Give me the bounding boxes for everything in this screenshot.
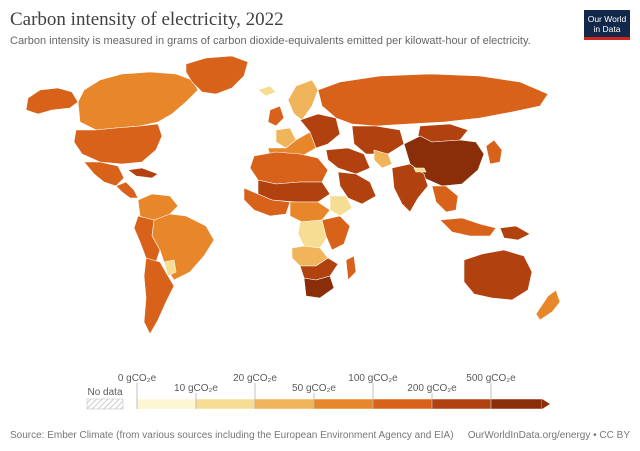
source-note: Source: Ember Climate (from various sour… [10, 430, 454, 441]
region-ethiopia[interactable] [329, 195, 353, 217]
region-southeast-asia[interactable] [431, 185, 459, 213]
region-united-states[interactable] [73, 123, 163, 165]
region-russia[interactable] [317, 73, 549, 127]
legend-swatch [372, 398, 433, 410]
chart-title: Carbon intensity of electricity, 2022 [10, 9, 284, 30]
region-caribbean[interactable] [127, 167, 159, 179]
legend-swatch [431, 398, 492, 410]
logo-line-1: Our World [587, 14, 627, 24]
legend-swatch [254, 398, 315, 410]
region-indonesia[interactable] [439, 217, 497, 237]
region-canada[interactable] [77, 71, 199, 131]
region-greenland[interactable] [185, 55, 249, 95]
region-west-africa[interactable] [243, 187, 291, 217]
region-arabia[interactable] [337, 171, 377, 205]
color-legend: No data 0 gCO₂e 10 gCO₂e 20 gCO₂e 50 gCO₂e 1… [86, 373, 550, 410]
region-south-africa[interactable] [303, 275, 335, 299]
world-map[interactable] [0, 50, 640, 350]
region-eastern-europe[interactable] [299, 113, 341, 149]
region-uk-ireland[interactable] [267, 105, 285, 127]
region-madagascar[interactable] [345, 255, 357, 281]
legend-swatch [313, 398, 374, 410]
no-data-label: No data [87, 387, 122, 398]
region-east-africa[interactable] [321, 215, 351, 251]
legend-label: 0 gCO₂e [118, 373, 157, 384]
owid-logo[interactable]: Our World in Data [584, 10, 630, 40]
legend-label: 200 gCO₂e [407, 383, 457, 394]
region-papua[interactable] [499, 225, 531, 241]
legend-arrow [542, 399, 550, 409]
legend-swatch [490, 398, 543, 410]
region-iceland[interactable] [257, 85, 277, 97]
legend-label: 10 gCO₂e [174, 383, 218, 394]
region-north-africa[interactable] [249, 151, 329, 185]
legend-swatch [195, 398, 256, 410]
region-paraguay[interactable] [163, 259, 177, 277]
region-new-zealand[interactable] [535, 289, 561, 321]
region-central-america[interactable] [115, 181, 139, 199]
credit-link[interactable]: OurWorldInData.org/energy • CC BY [467, 430, 630, 441]
legend-label: 50 gCO₂e [292, 383, 336, 394]
legend-label: 100 gCO₂e [348, 373, 398, 384]
region-india[interactable] [391, 163, 429, 213]
legend-label: 20 gCO₂e [233, 373, 277, 384]
region-australia[interactable] [463, 249, 533, 301]
logo-line-2: in Data [593, 24, 621, 34]
region-alaska[interactable] [25, 87, 79, 115]
region-central-asia[interactable] [351, 125, 405, 155]
legend-swatch [136, 398, 197, 410]
no-data-swatch [86, 398, 124, 410]
region-middle-east[interactable] [325, 147, 371, 175]
legend-no-data: No data [86, 387, 124, 410]
region-japan-korea[interactable] [485, 139, 503, 165]
region-argentina-chile[interactable] [143, 257, 175, 335]
legend-label: 500 gCO₂e [466, 373, 516, 384]
region-central-africa[interactable] [289, 201, 331, 223]
legend-bins: 0 gCO₂e 10 gCO₂e 20 gCO₂e 50 gCO₂e 100 gCO₂e… [118, 373, 550, 410]
region-nepal[interactable] [413, 167, 427, 173]
chart-subtitle: Carbon intensity is measured in grams of… [10, 35, 531, 47]
region-afghanistan[interactable] [373, 149, 393, 169]
region-mexico[interactable] [83, 161, 125, 187]
region-scandinavia[interactable] [287, 79, 319, 121]
